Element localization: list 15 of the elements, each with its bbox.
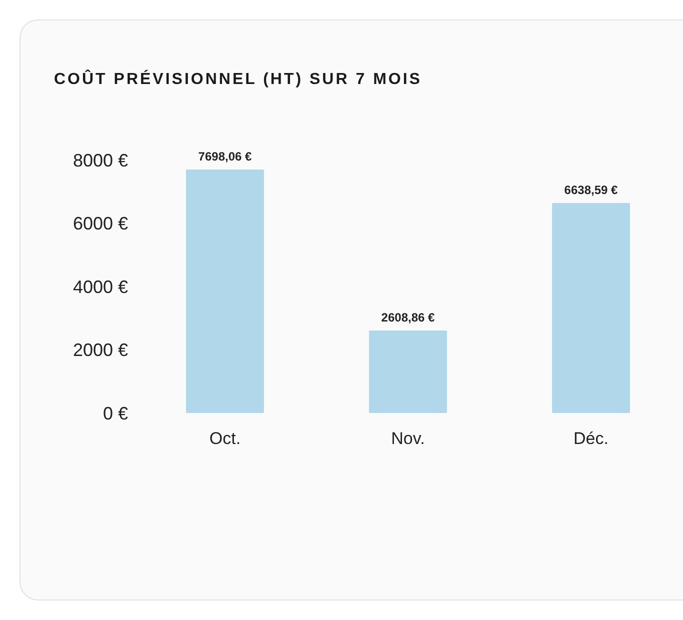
x-tick-label: Nov. — [391, 429, 425, 448]
data-label: 2608,86 € — [381, 310, 436, 324]
data-label: 6638,59 € — [564, 183, 618, 198]
bar — [369, 330, 447, 413]
y-tick-label: 8000 € — [72, 150, 128, 170]
x-tick-label: Déc. — [574, 429, 608, 448]
bar — [186, 170, 264, 413]
y-tick-label: 4000 € — [72, 276, 128, 297]
y-tick-label: 0 € — [102, 403, 128, 424]
data-label: 7698,06 € — [198, 150, 252, 164]
x-tick-label: Oct. — [209, 429, 241, 448]
bar — [552, 203, 630, 413]
chart-title: COÛT PRÉVISIONNEL (HT) SUR 7 MOIS — [54, 69, 422, 88]
y-tick-label: 6000 € — [72, 214, 128, 234]
y-tick-label: 2000 € — [72, 340, 128, 360]
